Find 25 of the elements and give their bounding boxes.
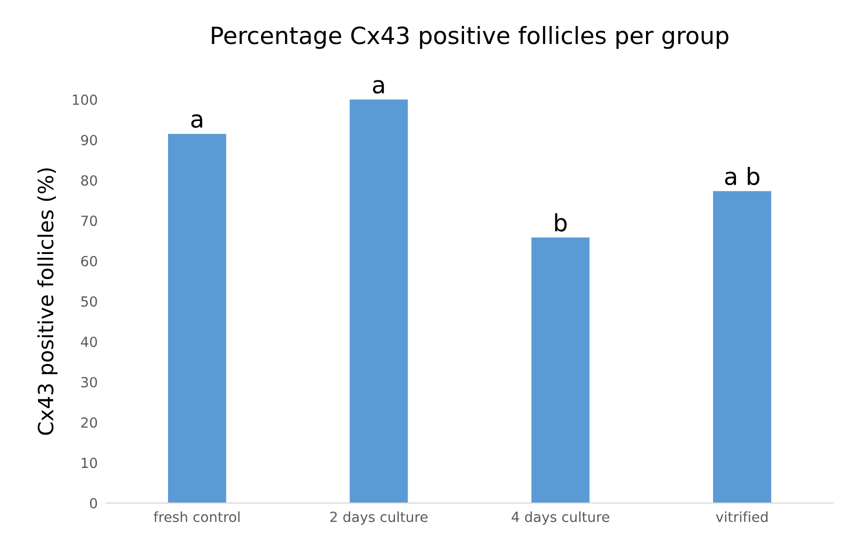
y-tick-label: 100 [72, 94, 97, 106]
bar [713, 191, 772, 504]
y-tick-label: 70 [81, 216, 97, 226]
y-axis-title: Cx43 positive follicles (%) [37, 168, 58, 435]
y-tick-label: 30 [81, 376, 97, 388]
annotation: b [555, 213, 567, 232]
bar [350, 100, 408, 504]
chart-title: Percentage Cx43 positive follicles per group [212, 26, 728, 49]
x-tick-label: fresh control [154, 511, 240, 522]
bar [168, 134, 226, 504]
y-tick-label: 10 [82, 458, 97, 468]
y-tick-label: 80 [81, 175, 97, 186]
x-tick-label: 4 days culture [512, 511, 610, 525]
annotation: a [372, 80, 384, 94]
y-tick-label: 50 [81, 296, 97, 307]
bar [531, 238, 590, 504]
annotation: a [191, 114, 202, 128]
annotation: a b [725, 166, 760, 186]
y-tick-label: 20 [81, 417, 97, 428]
y-tick-label: 40 [80, 336, 97, 348]
x-tick-label: vitrified [716, 511, 768, 522]
y-tick-label: 0 [90, 498, 97, 509]
x-tick-label: 2 days culture [330, 511, 428, 525]
y-tick-label: 60 [81, 256, 97, 266]
y-tick-label: 90 [81, 134, 97, 146]
